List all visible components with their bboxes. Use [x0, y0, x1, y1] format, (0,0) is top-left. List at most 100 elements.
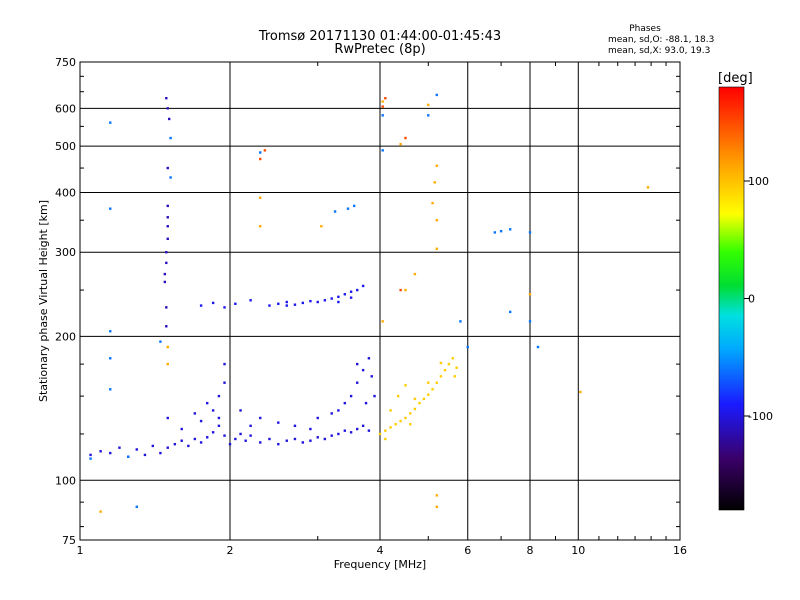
echo-point — [159, 340, 162, 343]
echo-point — [439, 375, 443, 378]
echo-point — [316, 436, 319, 439]
x-axis-ticks: 1 2 4 6 8 10 16 — [77, 62, 687, 557]
echo-point — [316, 416, 319, 420]
echo-point — [239, 409, 242, 412]
plot-grid — [80, 62, 680, 540]
echo-point — [285, 304, 288, 307]
echo-point — [466, 345, 469, 349]
colorbar-tick-label: 0 — [748, 293, 755, 306]
stats-x-line: mean, sd,X: 93.0, 19.3 — [608, 46, 710, 56]
echo-point — [285, 300, 288, 304]
echo-point — [268, 437, 271, 441]
echo-point — [396, 394, 400, 398]
echo-point — [378, 432, 382, 436]
echo-point — [364, 401, 368, 405]
x-tick-label: 10 — [571, 544, 585, 557]
echo-point — [435, 505, 438, 509]
echo-point — [381, 105, 384, 108]
echo-point — [330, 297, 333, 300]
echo-point — [166, 416, 169, 420]
echo-point — [166, 166, 169, 170]
echo-point — [217, 416, 221, 420]
echo-point — [166, 216, 169, 219]
x-tick-label: 8 — [527, 544, 534, 557]
echo-point — [404, 384, 407, 387]
echo-point — [165, 96, 168, 100]
echo-point — [199, 419, 203, 423]
y-tick-label: 400 — [55, 186, 76, 199]
y-tick-label: 750 — [55, 56, 76, 69]
echo-point — [323, 437, 327, 441]
colorbar-ticks: 100 0 -100 — [744, 175, 773, 423]
echo-point — [163, 280, 167, 284]
echo-point — [166, 225, 169, 228]
echo-point — [343, 429, 347, 432]
echo-point — [370, 375, 373, 378]
echo-point — [330, 412, 333, 415]
echo-point — [293, 437, 297, 441]
echo-point — [205, 436, 209, 439]
x-axis-label: Frequency [MHz] — [334, 558, 426, 571]
echo-point — [323, 299, 327, 302]
echo-point — [187, 444, 190, 448]
echo-point — [427, 103, 430, 107]
echo-point — [259, 441, 262, 444]
echo-point — [381, 100, 384, 103]
echo-point — [89, 457, 92, 460]
y-tick-label: 75 — [62, 534, 76, 547]
echo-point — [109, 207, 112, 210]
echo-point — [355, 427, 359, 431]
echo-point — [89, 453, 92, 457]
echo-point — [285, 439, 288, 442]
echo-point — [528, 320, 532, 323]
echo-point — [330, 434, 333, 437]
echo-point — [228, 442, 232, 446]
echo-point — [343, 401, 347, 405]
echo-point — [384, 437, 387, 441]
echo-point — [173, 442, 177, 446]
echo-point — [453, 375, 456, 378]
chart-title: Tromsø 20171130 01:44:00-01:45:43 — [258, 29, 501, 44]
echo-point — [259, 416, 262, 420]
echo-point — [389, 409, 392, 412]
echo-point — [316, 300, 319, 304]
echo-point — [159, 451, 162, 455]
echo-point — [435, 93, 438, 97]
echo-point — [361, 368, 365, 372]
echo-point — [249, 424, 252, 428]
echo-point — [373, 394, 376, 398]
echo-point — [435, 219, 438, 222]
y-tick-label: 200 — [55, 330, 76, 343]
echo-point — [301, 441, 305, 444]
echo-point — [320, 225, 323, 228]
echo-point — [109, 451, 112, 455]
echo-point — [199, 441, 203, 444]
echo-point — [528, 293, 532, 296]
echo-point — [239, 432, 242, 436]
echo-point — [259, 151, 262, 154]
echo-point — [223, 306, 226, 309]
echo-point — [166, 362, 169, 366]
x-tick-label: 4 — [377, 544, 384, 557]
echo-point — [309, 427, 312, 431]
echo-point — [169, 136, 172, 140]
echo-point — [337, 409, 340, 412]
x-tick-label: 2 — [227, 544, 234, 557]
y-axis-ticks: 75 100 200 300 400 500 600 750 — [55, 56, 680, 547]
echo-point — [435, 381, 438, 384]
echo-point — [277, 442, 280, 446]
echo-point — [109, 330, 112, 333]
y-tick-label: 100 — [55, 474, 76, 487]
echo-point — [163, 272, 167, 276]
echo-point — [180, 439, 183, 442]
echo-point — [404, 416, 407, 420]
y-tick-label: 600 — [55, 102, 76, 115]
echo-point — [443, 368, 447, 372]
echo-point — [268, 304, 271, 307]
echo-point — [165, 306, 168, 309]
echo-point — [346, 207, 350, 210]
echo-point — [427, 381, 430, 384]
echo-point — [427, 393, 430, 396]
echo-point — [499, 229, 503, 233]
echo-point — [309, 299, 312, 303]
